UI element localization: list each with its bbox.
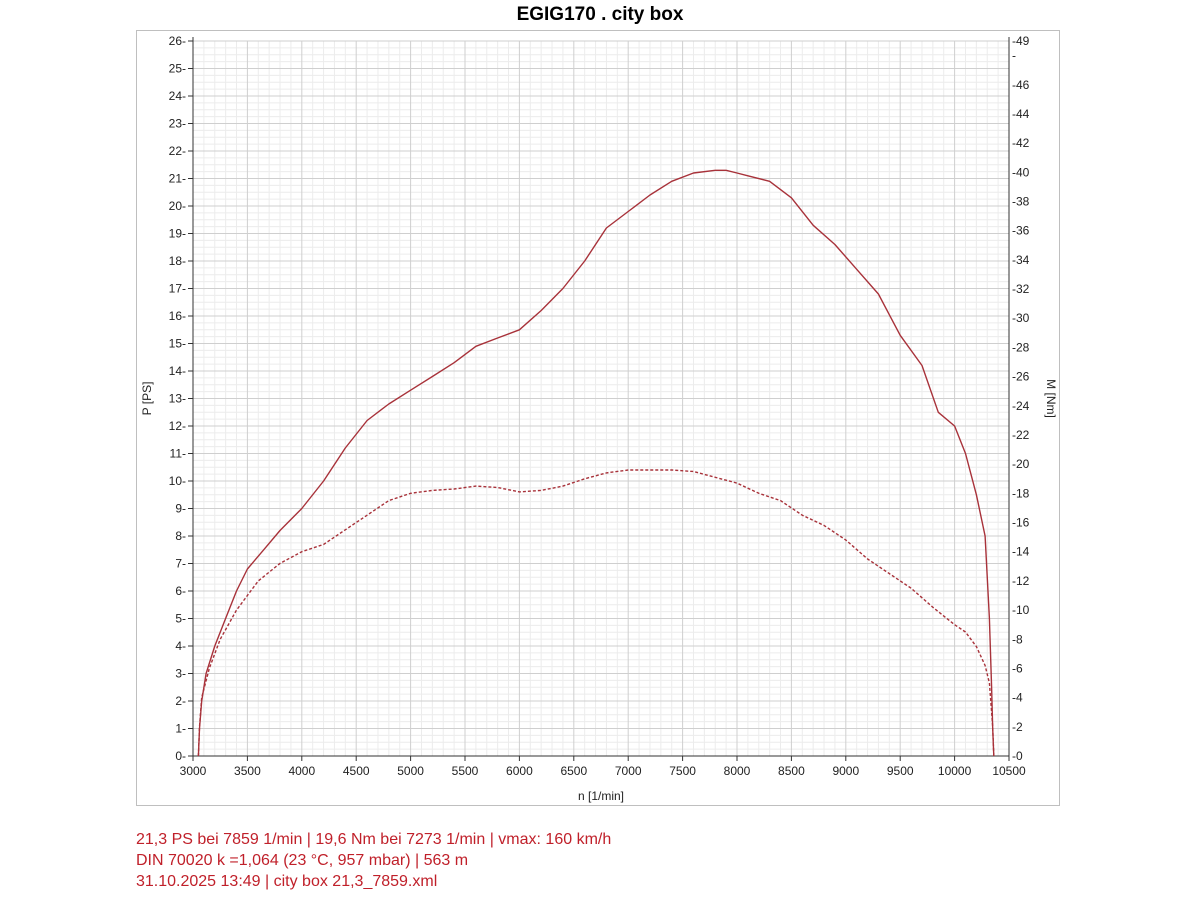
y2-tick-label: -40 (1012, 165, 1030, 179)
y2-tick-label: -8 (1012, 632, 1023, 646)
x-tick-label: 5000 (397, 764, 424, 778)
y-tick-label: 2- (175, 694, 186, 708)
y2-tick-label: -28 (1012, 340, 1030, 354)
x-tick-label: 8500 (778, 764, 805, 778)
x-tick-label: 7000 (615, 764, 642, 778)
x-tick-label: 9000 (832, 764, 859, 778)
y-tick-label: 19- (169, 227, 186, 241)
y2-tick-label: -44 (1012, 107, 1030, 121)
x-tick-label: 4500 (343, 764, 370, 778)
y2-tick-label: -4 (1012, 691, 1023, 705)
x-axis-label: n [1/min] (578, 789, 624, 803)
y-tick-label: 25- (169, 62, 186, 76)
x-tick-label: 6000 (506, 764, 533, 778)
y-tick-label: 1- (175, 722, 186, 736)
x-tick-label: 9500 (887, 764, 914, 778)
chart-title: EGIG170 . city box (516, 4, 684, 25)
y-tick-label: 7- (175, 557, 186, 571)
y-tick-label: 11- (170, 447, 186, 461)
y2-tick-label: -38 (1012, 195, 1030, 209)
y-tick-label: 26- (169, 34, 186, 48)
torque-series-line (197, 469, 995, 757)
y2-tick-label: -2 (1012, 720, 1023, 734)
footer-file-line: 31.10.2025 13:49 | city box 21,3_7859.xm… (136, 873, 438, 890)
y-tick-label: 12- (169, 419, 186, 433)
y-tick-label: 16- (169, 309, 186, 323)
x-tick-label: 8000 (724, 764, 751, 778)
y2-tick-label: -46 (1012, 78, 1030, 92)
x-tick-label: 3500 (234, 764, 261, 778)
y2-tick-label: -14 (1012, 545, 1030, 559)
y2-tick-label: -0 (1012, 749, 1023, 763)
y2-tick-label: -36 (1012, 224, 1030, 238)
footer-summary-line: 21,3 PS bei 7859 1/min | 19,6 Nm bei 727… (136, 831, 612, 848)
y-tick-label: 0- (175, 749, 186, 763)
y-tick-label: 3- (175, 667, 186, 681)
chart-frame: 3000 3500 4000 4500 5000 5500 6000 6500 7000 7500… (136, 30, 1060, 806)
y-tick-label: 14- (169, 364, 186, 378)
y-tick-label: 6- (175, 584, 186, 598)
y-tick-label: 23- (169, 117, 186, 131)
plot-area: 3000 3500 4000 4500 5000 5500 6000 6500 7000 7500… (140, 34, 1058, 803)
footer-conditions-line: DIN 70020 k =1,064 (23 °C, 957 mbar) | 5… (136, 852, 469, 869)
y-tick-label: 20- (169, 199, 186, 213)
y-tick-label: 5- (175, 612, 186, 626)
power-series-line (197, 169, 995, 757)
y2-tick-label: -18 (1012, 486, 1030, 500)
y2-tick-label: -26 (1012, 370, 1030, 384)
x-tick-label: 4000 (288, 764, 315, 778)
y2-tick-label: -6 (1012, 661, 1023, 675)
x-tick-label: 5500 (452, 764, 479, 778)
y-tick-label: 21- (169, 172, 186, 186)
y2-tick-label: -20 (1012, 457, 1030, 471)
y2-tick-label: -32 (1012, 282, 1030, 296)
y-tick-label: 15- (169, 337, 186, 351)
x-tick-label: 10500 (992, 764, 1026, 778)
y-tick-label: 9- (175, 502, 186, 516)
y2-tick-label: -12 (1012, 574, 1030, 588)
x-tick-label: 10000 (938, 764, 972, 778)
y2-tick-label: -42 (1012, 136, 1030, 150)
y-tick-label: 18- (169, 254, 186, 268)
y-tick-label: 22- (169, 144, 186, 158)
y2-tick-label: -24 (1012, 399, 1030, 413)
y2-tick-label: -10 (1012, 603, 1030, 617)
x-tick-label: 6500 (560, 764, 587, 778)
y-tick-label: 8- (175, 529, 186, 543)
y-tick-label: 13- (169, 392, 186, 406)
y-tick-label: 17- (169, 282, 186, 296)
y-tick-label: 4- (175, 639, 186, 653)
y2-axis-label: M [Nm] (1044, 379, 1058, 418)
y2-tick-label: -34 (1012, 253, 1030, 267)
y-tick-label: 10- (169, 474, 186, 488)
y2-tick-label: - (1012, 49, 1016, 63)
x-tick-label: 3000 (180, 764, 207, 778)
x-tick-label: 7500 (669, 764, 696, 778)
y-tick-label: 24- (169, 89, 186, 103)
y2-tick-label: -49 (1012, 34, 1030, 48)
y-axis-label: P [PS] (140, 382, 154, 416)
y2-tick-label: -30 (1012, 311, 1030, 325)
y2-tick-label: -16 (1012, 516, 1030, 530)
y2-tick-label: -22 (1012, 428, 1030, 442)
